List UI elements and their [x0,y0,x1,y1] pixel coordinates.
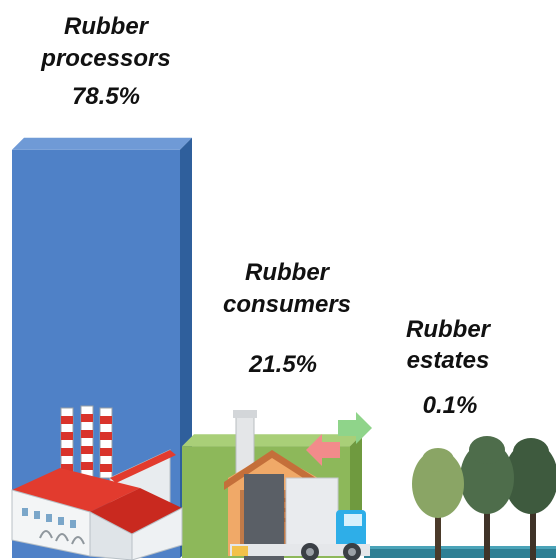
category-label-processors-line2: processors [40,45,170,72]
category-label-consumers-line1: Rubber [245,259,331,286]
bar-processors-top [12,137,192,150]
trees-icon [412,436,556,560]
category-label-consumers-line2: consumers [223,291,351,318]
value-label-processors: 78.5% [72,83,140,110]
value-label-estates: 0.1% [423,392,478,419]
factory-icon [11,405,183,560]
warehouse-truck-icon [224,410,372,560]
category-label-processors-line1: Rubber [64,13,150,40]
bar-estates [364,546,556,558]
bar-estates-top [364,546,556,549]
bar-estates-front [364,549,556,558]
category-label-estates-line1: Rubber [406,316,492,343]
value-label-consumers: 21.5% [248,351,317,378]
category-label-estates-line2: estates [407,347,490,374]
